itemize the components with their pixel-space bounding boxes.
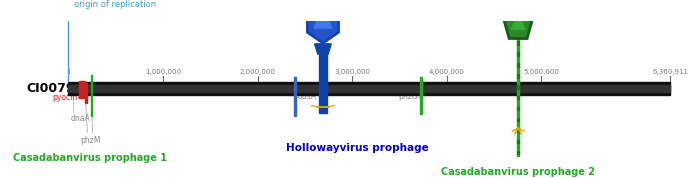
Text: 2,000,000: 2,000,000 <box>239 69 275 75</box>
Text: phzM: phzM <box>80 136 101 145</box>
Polygon shape <box>307 0 339 44</box>
Bar <box>517 63 520 67</box>
Text: 1,000,000: 1,000,000 <box>145 69 181 75</box>
Polygon shape <box>506 9 530 36</box>
Text: Hollowayvirus prophage: Hollowayvirus prophage <box>286 143 428 153</box>
Bar <box>90 75 92 116</box>
Bar <box>517 140 520 143</box>
Text: dusA: dusA <box>298 92 317 101</box>
Text: phzG: phzG <box>398 92 418 101</box>
Text: Casadabanvirus prophage 2: Casadabanvirus prophage 2 <box>441 167 595 177</box>
Text: 3,000,000: 3,000,000 <box>334 69 371 75</box>
Bar <box>517 52 520 56</box>
Polygon shape <box>315 44 331 54</box>
Bar <box>517 41 520 45</box>
Bar <box>79 81 85 98</box>
Bar <box>517 107 520 110</box>
Polygon shape <box>309 2 337 41</box>
Bar <box>517 151 520 154</box>
Text: Casadabanvirus prophage 1: Casadabanvirus prophage 1 <box>13 153 167 163</box>
Bar <box>517 30 520 34</box>
Polygon shape <box>503 6 533 39</box>
Text: 4,000,000: 4,000,000 <box>429 69 465 75</box>
Text: 1: 1 <box>66 69 71 75</box>
Bar <box>517 129 520 132</box>
Bar <box>517 21 520 156</box>
Bar <box>517 118 520 121</box>
Text: origin of replication: origin of replication <box>74 0 157 9</box>
Bar <box>319 54 326 113</box>
Text: 6,360,911: 6,360,911 <box>652 69 688 75</box>
Bar <box>517 96 520 100</box>
Bar <box>294 77 295 116</box>
Bar <box>517 74 520 78</box>
Bar <box>517 85 520 88</box>
Polygon shape <box>314 8 332 28</box>
Bar <box>420 77 422 114</box>
Text: 5,000,000: 5,000,000 <box>524 69 560 75</box>
Bar <box>85 83 87 103</box>
Text: pyocin: pyocin <box>52 93 78 102</box>
Text: CI00795: CI00795 <box>26 82 83 95</box>
Text: dnaA: dnaA <box>71 114 90 123</box>
Polygon shape <box>511 15 525 29</box>
